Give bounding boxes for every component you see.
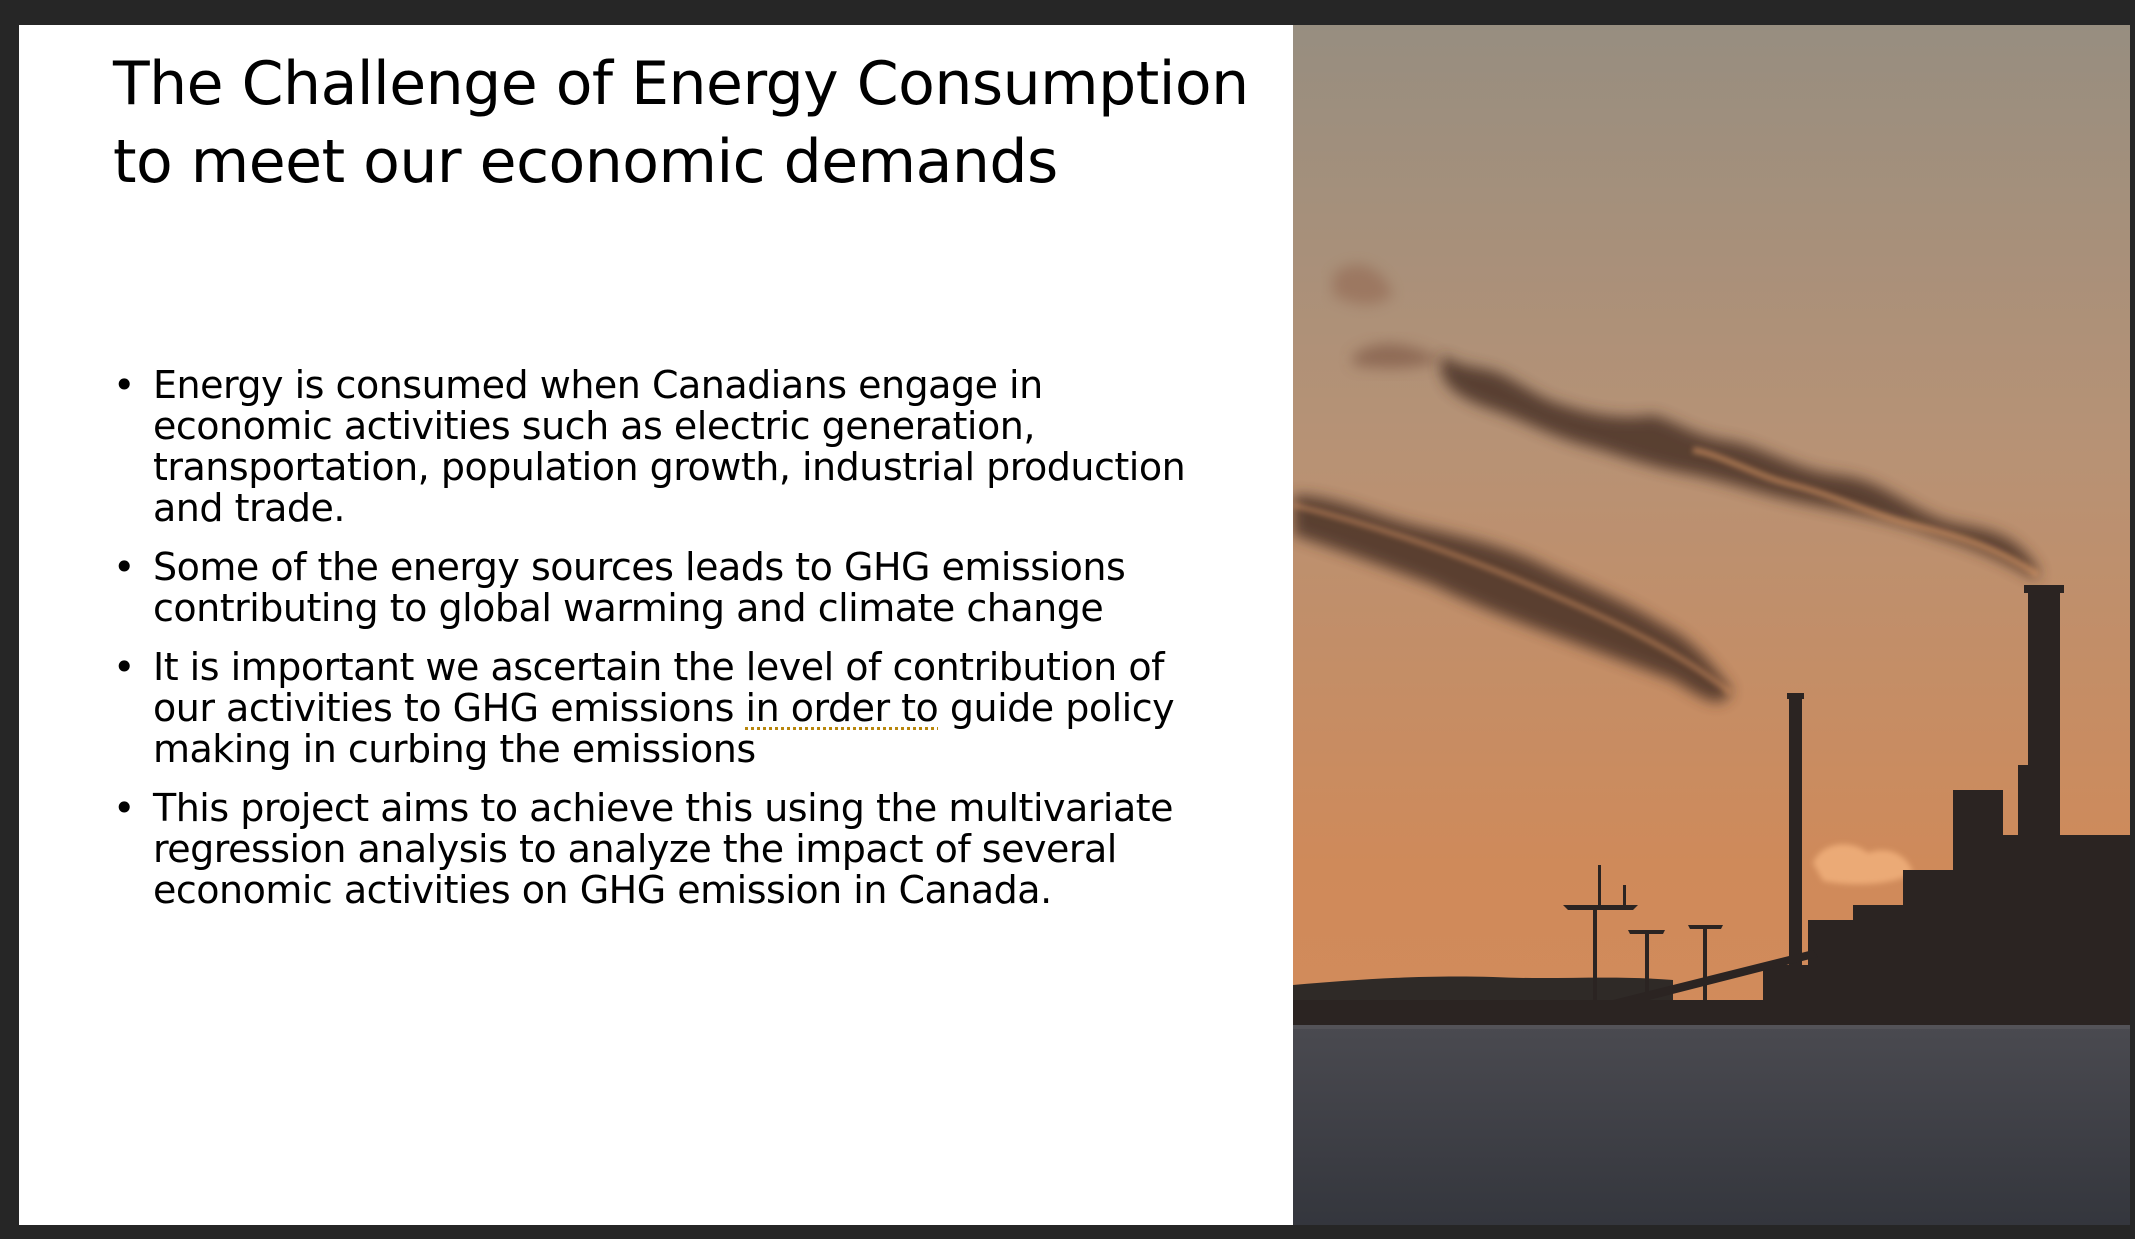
slide: The Challenge of Energy Consumption to m… <box>19 25 2130 1225</box>
bullet-text-before: It is important we ascertain the level o… <box>153 645 1164 730</box>
bullet-text: It is important we ascertain the level o… <box>153 645 1175 771</box>
smoke-plume-left <box>1293 495 1733 702</box>
bullet-text: Energy is consumed when Canadians engage… <box>153 363 1186 530</box>
bullet-item[interactable]: • Energy is consumed when Canadians enga… <box>113 365 1233 529</box>
bullet-item[interactable]: • It is important we ascertain the level… <box>113 647 1233 770</box>
bullet-text-after: guide policy making in curbing the emiss… <box>153 686 1175 771</box>
steam-puff <box>1813 844 1913 885</box>
smoke-plume-right <box>1333 264 2040 580</box>
bullet-text: This project aims to achieve this using … <box>153 786 1174 912</box>
slide-title[interactable]: The Challenge of Energy Consumption to m… <box>113 49 1249 197</box>
smokestack-photo[interactable] <box>1293 25 2130 1225</box>
bullet-marker: • <box>113 786 135 830</box>
bullet-item[interactable]: • This project aims to achieve this usin… <box>113 788 1233 911</box>
water <box>1293 1025 2130 1225</box>
slide-text-panel: The Challenge of Energy Consumption to m… <box>19 25 1293 1225</box>
bullet-marker: • <box>113 545 135 589</box>
bullet-marker: • <box>113 645 135 689</box>
bullet-text: Some of the energy sources leads to GHG … <box>153 545 1126 630</box>
bullet-item[interactable]: • Some of the energy sources leads to GH… <box>113 547 1233 629</box>
bullet-list[interactable]: • Energy is consumed when Canadians enga… <box>113 365 1233 929</box>
smokestack-illustration <box>1293 25 2130 1225</box>
grammar-flag[interactable]: in order to <box>745 686 939 730</box>
bullet-marker: • <box>113 363 135 407</box>
